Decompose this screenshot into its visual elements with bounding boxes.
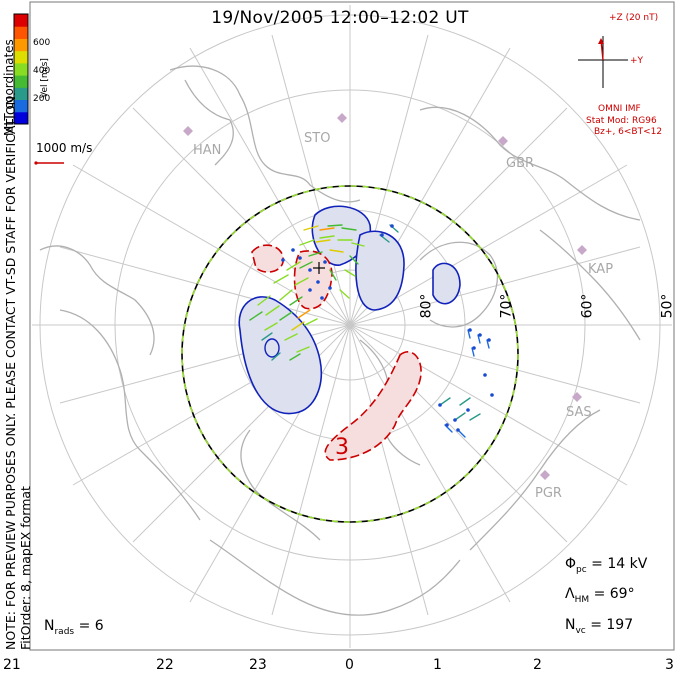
imf-condition-label: Bz+, 6<BT<12 — [594, 127, 663, 137]
pole-marker — [313, 262, 325, 274]
negative-cell-right — [432, 262, 461, 305]
mlt-hour-0: 0 — [345, 657, 354, 673]
mlt-hour-23: 23 — [249, 657, 267, 673]
fit-order-label: FitOrder: 8, mapEX format — [18, 486, 33, 650]
radar-label-kap: KAP — [588, 262, 614, 277]
mlt-hour-21: 21 — [3, 657, 21, 673]
vector-origins — [281, 224, 494, 432]
radar-label-sto: STO — [304, 131, 331, 146]
latitude-label-80: 80° — [418, 293, 435, 319]
negative-cell-inner — [264, 338, 280, 358]
color-scale-frame — [13, 13, 29, 125]
color-scale-step — [14, 75, 28, 88]
color-scale-tick-400: 400 — [33, 66, 51, 76]
mlt-hour-22: 22 — [156, 657, 174, 673]
positive-cell-dusk — [324, 351, 422, 461]
mlt-hour-1: 1 — [433, 657, 442, 673]
color-scale-step — [14, 38, 28, 52]
velocity-vectors — [249, 224, 490, 438]
color-scale-bar — [14, 14, 28, 125]
imf-y-label: +Y — [630, 56, 644, 66]
radar-sites — [183, 113, 587, 480]
hm-boundary-dash — [181, 185, 519, 523]
reference-vector-origin — [34, 161, 38, 165]
negative-cell-mid — [355, 230, 405, 311]
stat-hm-latitude: ΛHM = 69° — [565, 586, 635, 605]
mlt-hour-3: 3 — [665, 657, 674, 673]
radar-label-sas: SAS — [566, 405, 592, 420]
coastlines — [39, 65, 641, 616]
plot-frame — [29, 1, 675, 651]
color-scale-step — [14, 50, 28, 64]
imf-model-label: Stat Mod: RG96 — [586, 116, 657, 126]
latitude-label-60: 60° — [579, 293, 596, 319]
potential-contours — [238, 205, 461, 461]
color-scale-step — [14, 99, 28, 113]
color-scale-label: Vel [m/s] — [40, 58, 50, 98]
radar-label-han: HAN — [193, 143, 222, 158]
color-scale-step — [14, 111, 28, 125]
color-scale-step — [14, 62, 28, 76]
color-scale-step — [14, 14, 28, 27]
stat-vector-count: Nvc = 197 — [565, 617, 634, 636]
map-title: 19/Nov/2005 12:00–12:02 UT — [211, 8, 469, 28]
stat-potential: Φpc = 14 kV — [565, 556, 648, 575]
color-scale-step — [14, 26, 28, 39]
radar-label-pgr: PGR — [535, 486, 562, 501]
imf-z-label: +Z (20 nT) — [609, 13, 659, 23]
color-scale-step — [14, 87, 28, 101]
meridian-grid — [32, 5, 672, 648]
color-scale-tick-600: 600 — [33, 38, 51, 48]
radar-label-gbr: GBR — [506, 156, 535, 171]
color-scale-tick-200: 200 — [33, 94, 51, 104]
imf-source-label: OMNI IMF — [598, 104, 641, 114]
latitude-label-50: 50° — [659, 293, 676, 319]
contour-label: 3 — [335, 435, 349, 460]
imf-dial — [578, 36, 628, 88]
preview-notice: NOTE: FOR PREVIEW PURPOSES ONLY. PLEASE … — [3, 92, 18, 650]
stat-radar-count: Nrads = 6 — [44, 618, 104, 637]
mlt-hour-2: 2 — [533, 657, 542, 673]
positive-cell-left — [251, 244, 284, 273]
reference-vector-label: 1000 m/s — [36, 141, 93, 155]
negative-cell-large — [238, 296, 322, 415]
latitude-label-70: 70° — [498, 293, 515, 319]
